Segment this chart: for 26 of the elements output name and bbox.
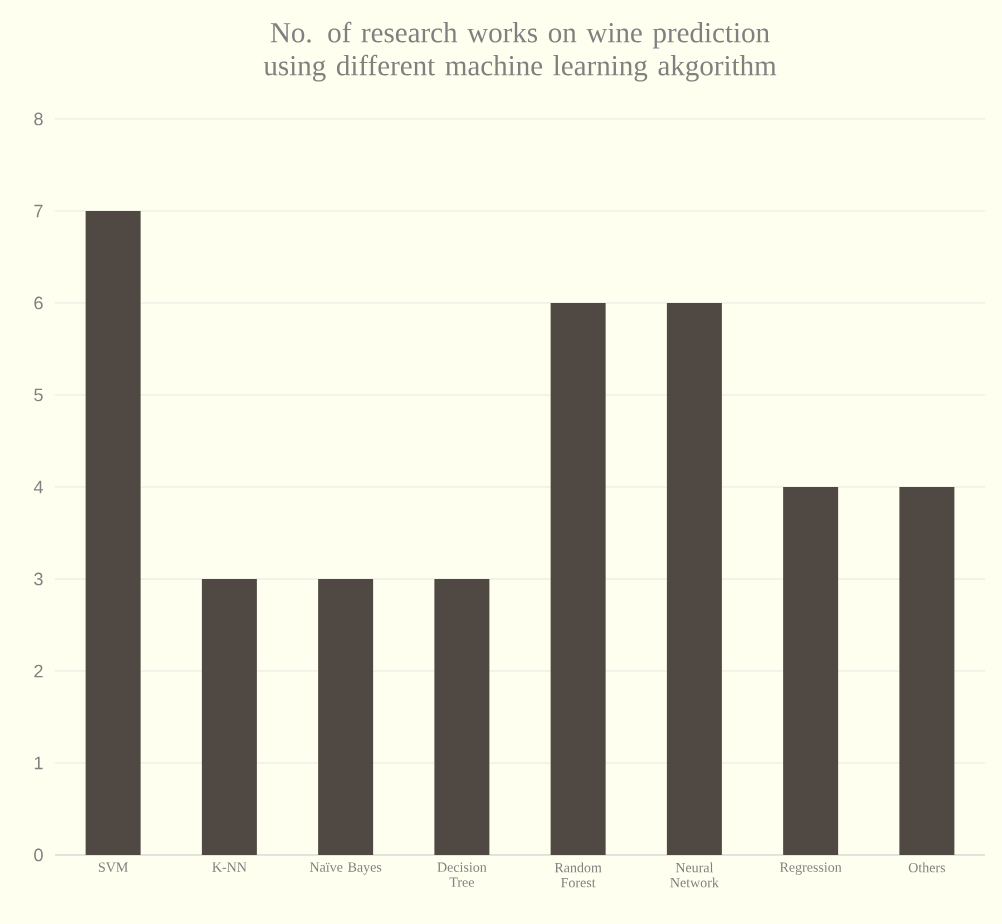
- x-tick-label: Others: [908, 862, 946, 873]
- bar: [783, 486, 839, 855]
- x-tick-label: Random Forest: [554, 862, 602, 888]
- y-tick-label: 2: [34, 664, 43, 678]
- y-tick-label: 6: [34, 296, 43, 310]
- x-tick-label: K-NN: [212, 862, 247, 872]
- bar: [899, 486, 955, 855]
- y-tick-label: 3: [34, 572, 43, 586]
- bar: [201, 578, 257, 855]
- chart-title: No. of research works on wine prediction using different machine learning akgorithm: [263, 21, 777, 82]
- x-tick-label: Regression: [779, 862, 842, 875]
- x-tick-label: SVM: [98, 862, 128, 872]
- y-tick-label: 1: [34, 756, 43, 770]
- x-tick-label: Decision Tree: [437, 862, 487, 887]
- x-tick-label: Naïve Bayes: [309, 862, 382, 875]
- y-tick-label: 0: [34, 848, 43, 862]
- bar: [666, 302, 722, 855]
- bar: [318, 578, 374, 855]
- x-tick-label: Neural Network: [670, 862, 719, 888]
- bar: [434, 578, 490, 855]
- bar: [85, 210, 141, 855]
- y-tick-label: 4: [33, 480, 43, 494]
- y-tick-label: 8: [34, 112, 43, 126]
- y-tick-label: 5: [34, 388, 43, 402]
- bar: [550, 302, 606, 855]
- y-tick-label: 7: [34, 204, 43, 218]
